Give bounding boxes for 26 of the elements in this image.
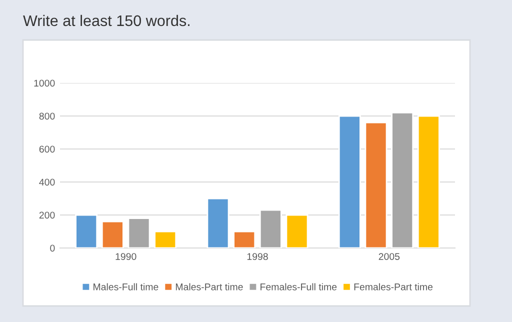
legend-label: Females-Part time bbox=[354, 283, 433, 290]
y-tick-label: 1000 bbox=[34, 80, 55, 87]
bar bbox=[154, 230, 177, 248]
x-tick-label: 1990 bbox=[116, 253, 136, 260]
x-tick-label: 2005 bbox=[378, 253, 400, 260]
bar bbox=[233, 230, 256, 248]
text: Write at least 150 words. bbox=[23, 14, 190, 26]
y-tick-label: 400 bbox=[39, 178, 55, 186]
bar bbox=[206, 198, 230, 248]
y-tick-label: 600 bbox=[39, 146, 55, 153]
bar bbox=[286, 214, 308, 248]
legend-label: Females-Full time bbox=[260, 283, 337, 290]
bar bbox=[364, 122, 388, 248]
x-tick-label: 1998 bbox=[247, 253, 268, 260]
bar bbox=[128, 218, 150, 248]
y-tick-label: 200 bbox=[39, 212, 55, 219]
y-tick-label: 0 bbox=[50, 244, 55, 252]
bar bbox=[338, 115, 361, 248]
bar bbox=[75, 214, 98, 248]
bar bbox=[101, 220, 124, 248]
legend-label: Males-Part time bbox=[176, 283, 243, 290]
bar bbox=[259, 209, 282, 248]
bar bbox=[417, 115, 440, 248]
y-tick-label: 800 bbox=[39, 112, 55, 120]
legend-label: Males-Full time bbox=[94, 283, 158, 290]
bar bbox=[391, 112, 414, 248]
